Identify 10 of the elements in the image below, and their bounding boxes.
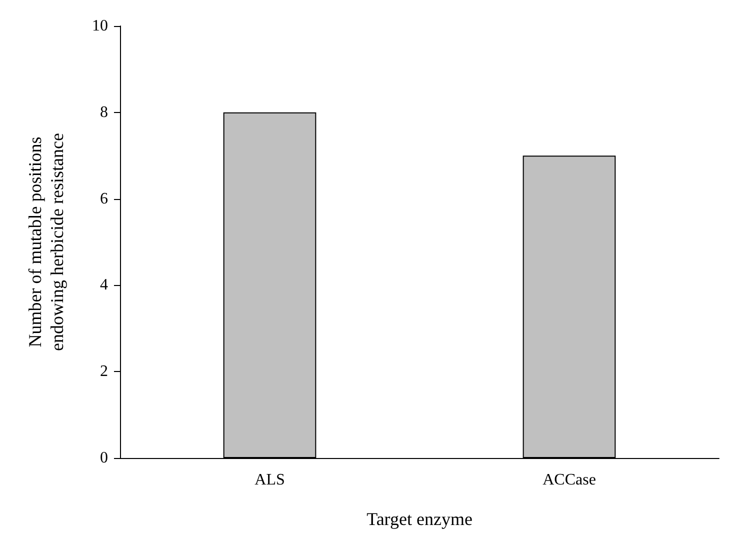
y-tick-label: 0 bbox=[100, 450, 108, 466]
y-axis-title: Number of mutable positions endowing herbicide resistance bbox=[25, 133, 67, 351]
y-tick-label: 8 bbox=[100, 104, 108, 121]
y-tick-label: 2 bbox=[100, 363, 108, 380]
y-tick-label: 4 bbox=[100, 276, 108, 294]
y-tick-label: 6 bbox=[100, 190, 108, 208]
y-tick-label: 10 bbox=[92, 18, 108, 34]
x-axis-title: Target enzyme bbox=[366, 509, 472, 529]
x-tick-label: ALS bbox=[254, 472, 285, 488]
x-tick-label: ACCase bbox=[542, 472, 596, 488]
